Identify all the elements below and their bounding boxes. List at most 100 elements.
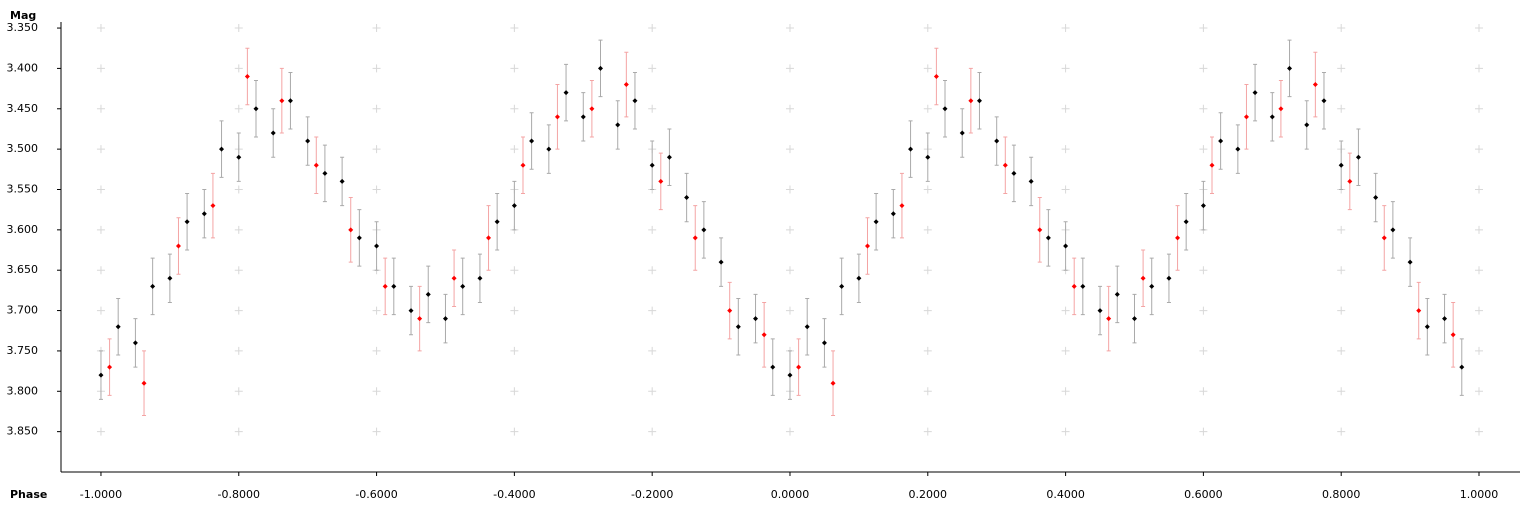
- grid-cross: [234, 185, 243, 194]
- grid-cross: [510, 24, 519, 33]
- grid-cross: [1199, 387, 1208, 396]
- data-point: [1175, 235, 1181, 241]
- x-tick-label: 1.0000: [1460, 488, 1499, 501]
- grid-cross: [923, 266, 932, 275]
- grid-cross: [372, 387, 381, 396]
- data-point: [796, 364, 802, 370]
- data-point: [1071, 283, 1077, 289]
- data-point: [1278, 106, 1284, 112]
- data-point: [132, 340, 138, 346]
- grid-cross: [648, 266, 657, 275]
- grid-cross: [923, 185, 932, 194]
- grid-cross: [1475, 145, 1483, 154]
- grid-cross: [648, 306, 657, 315]
- grid-cross: [1199, 104, 1208, 113]
- data-point: [1037, 227, 1043, 233]
- data-point: [804, 324, 810, 330]
- data-point: [1269, 114, 1275, 120]
- data-point: [1252, 90, 1258, 96]
- data-point: [1416, 308, 1422, 314]
- grid-cross: [648, 225, 657, 234]
- data-point: [959, 130, 965, 136]
- grid-cross: [1061, 306, 1070, 315]
- y-tick-label: 3.850: [7, 425, 39, 438]
- grid-cross: [510, 104, 519, 113]
- data-point: [201, 211, 207, 217]
- data-point: [727, 308, 733, 314]
- grid-cross: [1475, 64, 1483, 73]
- data-point: [933, 73, 939, 79]
- grid-cross: [234, 225, 243, 234]
- grid-cross: [1475, 387, 1483, 396]
- data-point: [244, 73, 250, 79]
- grid-cross: [1475, 185, 1483, 194]
- y-tick-label: 3.800: [7, 384, 39, 397]
- data-point: [1338, 162, 1344, 168]
- grid-cross: [648, 24, 657, 33]
- grid-cross: [923, 306, 932, 315]
- grid-cross: [96, 145, 105, 154]
- data-point: [908, 146, 914, 152]
- grid-cross: [923, 24, 932, 33]
- data-point: [279, 98, 285, 104]
- grid-cross: [648, 427, 657, 436]
- data-point: [864, 243, 870, 249]
- data-point: [287, 98, 293, 104]
- grid-cross: [1475, 306, 1483, 315]
- data-point: [442, 316, 448, 322]
- grid-cross: [372, 104, 381, 113]
- grid-cross: [923, 64, 932, 73]
- grid-cross: [510, 427, 519, 436]
- data-point: [658, 178, 664, 184]
- grid-cross: [1337, 266, 1346, 275]
- grid-cross: [923, 225, 932, 234]
- data-point: [417, 316, 423, 322]
- data-point: [753, 316, 759, 322]
- data-point: [1045, 235, 1051, 241]
- grid-cross: [234, 346, 243, 355]
- data-point: [1373, 195, 1379, 201]
- data-point: [1028, 178, 1034, 184]
- x-tick-label: 0.4000: [1046, 488, 1085, 501]
- data-point: [1347, 178, 1353, 184]
- grid-cross: [1475, 24, 1483, 33]
- data-point: [150, 283, 156, 289]
- x-axis-title: Phase: [10, 488, 47, 501]
- x-tick-label: 0.6000: [1184, 488, 1223, 501]
- grid-cross: [372, 427, 381, 436]
- data-point: [1106, 316, 1112, 322]
- data-point: [615, 122, 621, 128]
- data-point: [1011, 170, 1017, 176]
- grid-cross: [96, 64, 105, 73]
- grid-cross: [1475, 346, 1483, 355]
- data-point: [821, 340, 827, 346]
- data-point: [425, 291, 431, 297]
- data-point: [184, 219, 190, 225]
- data-point: [1355, 154, 1361, 160]
- y-tick-label: 3.450: [7, 102, 39, 115]
- data-point: [1287, 65, 1293, 71]
- data-point: [1114, 291, 1120, 297]
- y-tick-label: 3.350: [7, 21, 39, 34]
- data-point: [382, 283, 388, 289]
- data-point: [1407, 259, 1413, 265]
- data-point: [839, 283, 845, 289]
- grid-cross: [234, 427, 243, 436]
- grid-cross: [1199, 145, 1208, 154]
- grid-cross: [1061, 145, 1070, 154]
- data-point: [1390, 227, 1396, 233]
- data-point: [830, 380, 836, 386]
- data-point: [899, 203, 905, 209]
- grid-cross: [1199, 346, 1208, 355]
- grid-cross: [785, 145, 794, 154]
- x-tick-label: 0.8000: [1322, 488, 1361, 501]
- grid-cross: [372, 306, 381, 315]
- grid-cross: [785, 64, 794, 73]
- data-point: [598, 65, 604, 71]
- grid-cross: [234, 104, 243, 113]
- data-point: [305, 138, 311, 144]
- grid-cross: [96, 427, 105, 436]
- x-tick-label: -0.2000: [631, 488, 673, 501]
- data-point: [348, 227, 354, 233]
